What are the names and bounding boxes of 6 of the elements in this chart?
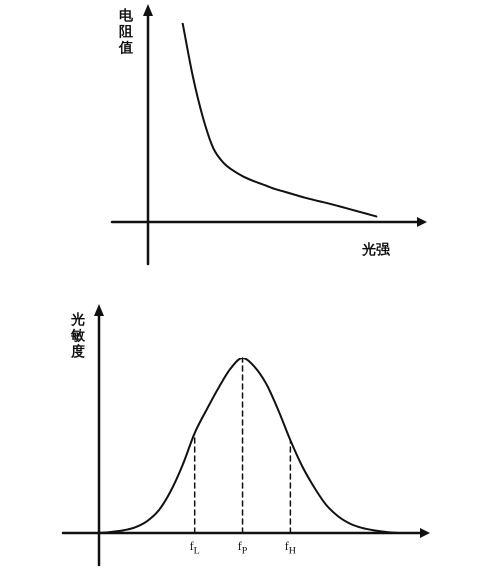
x-tick-label: f$_{H}$ [284, 539, 296, 556]
y-axis-title: 电阻值 [119, 8, 133, 56]
x-tick-label: f$_{P}$ [238, 539, 248, 556]
x-axis-title: 光强 [362, 242, 390, 258]
y-axis-title: 光敏度 [71, 312, 85, 360]
x-tick-label: f$_{L}$ [190, 539, 200, 556]
